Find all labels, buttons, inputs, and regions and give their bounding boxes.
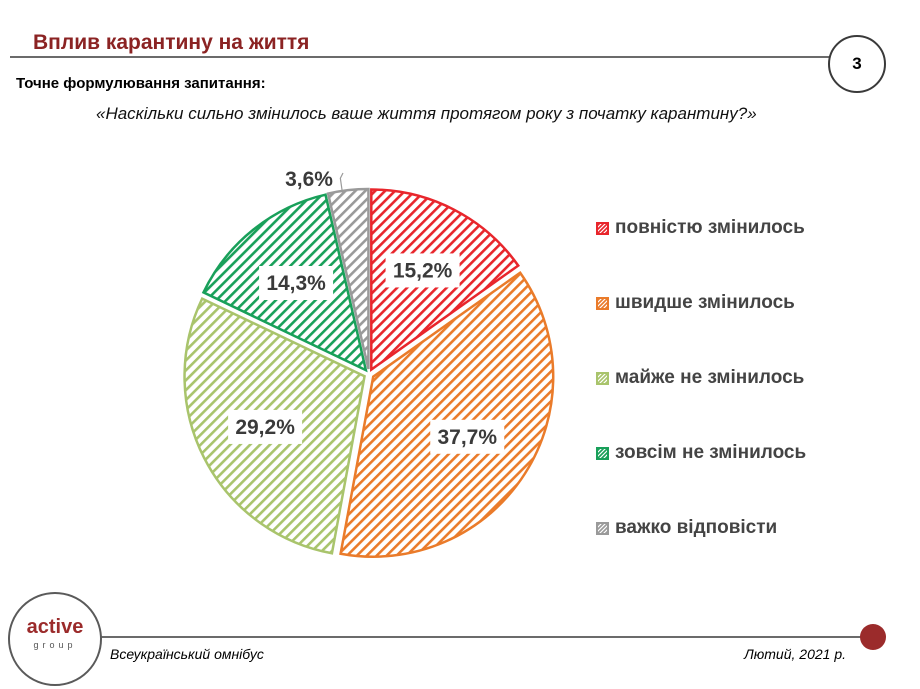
legend-item-almost-unchanged: майже не змінилось — [596, 365, 804, 391]
pie-slice-rather-changed — [339, 270, 555, 558]
legend-swatch-rather-changed — [596, 296, 609, 310]
company-logo: active group — [8, 592, 102, 686]
page-number-badge: 3 — [828, 35, 886, 93]
legend-label-almost-unchanged: майже не змінилось — [615, 367, 805, 388]
legend-item-rather-changed: швидше змінилось — [596, 290, 795, 316]
data-label-box-fully-changed — [385, 253, 460, 288]
page-title: Вплив карантину на життя — [33, 31, 310, 54]
footer-date: Лютий, 2021 р. — [744, 646, 846, 662]
legend-swatch-not-changed — [596, 446, 609, 460]
data-label-hard-to-say: 3,6% — [285, 168, 333, 191]
data-label-box-almost-unchanged — [228, 409, 303, 444]
legend-label-rather-changed: швидше змінилось — [615, 292, 795, 313]
footer-divider — [100, 636, 870, 638]
question-text: «Наскільки сильно змінилось ваше життя п… — [96, 104, 757, 123]
legend-item-hard-to-say: важко відповісти — [596, 515, 777, 541]
data-label-fully-changed: 15,2% — [393, 259, 453, 282]
legend-label-hard-to-say: важко відповісти — [615, 517, 778, 538]
legend-swatch-almost-unchanged — [596, 371, 609, 385]
legend-swatch-hard-to-say — [596, 521, 609, 535]
data-label-box-not-changed — [259, 266, 334, 301]
legend-label-fully-changed: повністю змінилось — [615, 217, 805, 238]
legend-item-fully-changed: повністю змінилось — [596, 215, 805, 241]
page-number: 3 — [852, 54, 862, 73]
leader-line-hard-to-say — [339, 172, 344, 193]
legend-item-not-changed: зовсім не змінилось — [596, 440, 806, 466]
data-label-rather-changed: 37,7% — [437, 426, 497, 449]
header-divider — [10, 56, 833, 58]
data-label-box-rather-changed — [430, 419, 505, 454]
logo-subtitle: group — [33, 640, 77, 650]
question-label: Точне формулювання запитання: — [16, 75, 266, 92]
logo-word: active — [26, 616, 84, 638]
footer-accent-dot — [860, 624, 886, 650]
data-label-almost-unchanged: 29,2% — [235, 416, 295, 439]
footer-survey-name: Всеукраїнський омнібус — [110, 646, 264, 662]
data-label-not-changed: 14,3% — [266, 272, 326, 295]
pie-slice-hard-to-say — [326, 187, 370, 370]
legend-label-not-changed: зовсім не змінилось — [615, 442, 807, 463]
legend-swatch-fully-changed — [596, 221, 609, 235]
